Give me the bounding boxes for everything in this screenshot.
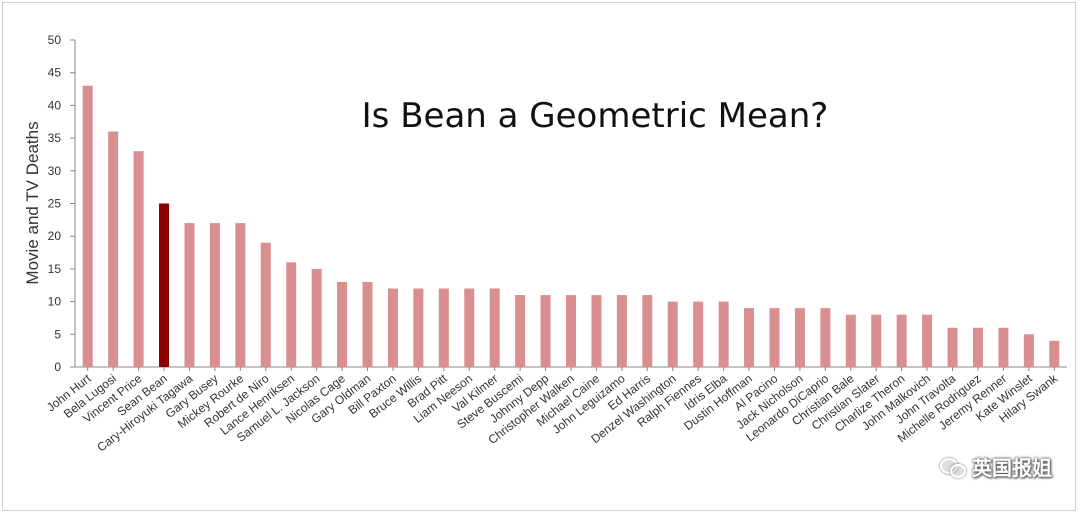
bar (260, 242, 271, 367)
bar (947, 327, 958, 367)
bars (82, 85, 1060, 367)
bar (769, 308, 780, 367)
bar (718, 301, 729, 367)
bar (159, 203, 170, 367)
y-tick-label: 35 (48, 131, 62, 145)
bar (413, 288, 424, 367)
bar (1049, 340, 1060, 367)
y-tick-label: 50 (48, 33, 62, 47)
y-tick-label: 5 (54, 327, 61, 341)
y-tick-label: 25 (48, 197, 62, 211)
bar (667, 301, 678, 367)
bar (972, 327, 983, 367)
bar (922, 314, 933, 367)
bar (209, 223, 220, 367)
bar (438, 288, 449, 367)
bar (235, 223, 246, 367)
y-tick-label: 15 (48, 262, 62, 276)
bar (286, 262, 297, 367)
bar (82, 85, 93, 367)
bar (311, 268, 322, 367)
bar (845, 314, 856, 367)
bar (616, 295, 627, 367)
bar (744, 308, 755, 367)
y-tick-label: 0 (54, 360, 61, 374)
watermark: 英国报姐 (940, 452, 1052, 481)
bar (871, 314, 882, 367)
bar (896, 314, 907, 367)
bar (693, 301, 704, 367)
bar (540, 295, 551, 367)
bar (794, 308, 805, 367)
bar (362, 281, 373, 367)
y-axis-label: Movie and TV Deaths (23, 121, 42, 284)
bar (337, 281, 348, 367)
bar (566, 295, 576, 367)
y-tick-label: 40 (48, 98, 62, 112)
bar (108, 131, 119, 367)
bar (515, 295, 526, 367)
bar (998, 327, 1009, 367)
watermark-text: 英国报姐 (972, 456, 1052, 480)
wechat-bubbles-icon (940, 456, 966, 478)
bar (591, 295, 602, 367)
y-tick-label: 30 (48, 164, 62, 178)
y-tick-label: 10 (48, 295, 62, 309)
bar (820, 308, 831, 367)
y-tick-label: 45 (48, 66, 62, 80)
y-axis: 0 5 10 15 20 25 30 35 40 45 50 (48, 33, 1067, 374)
bar (387, 288, 398, 367)
bar (133, 151, 144, 367)
bar (464, 288, 475, 367)
bar (1023, 334, 1034, 367)
y-tick-label: 20 (48, 229, 62, 243)
chart-title: Is Bean a Geometric Mean? (362, 96, 829, 136)
bar (184, 223, 195, 367)
bar (642, 295, 653, 367)
bar (489, 288, 500, 367)
